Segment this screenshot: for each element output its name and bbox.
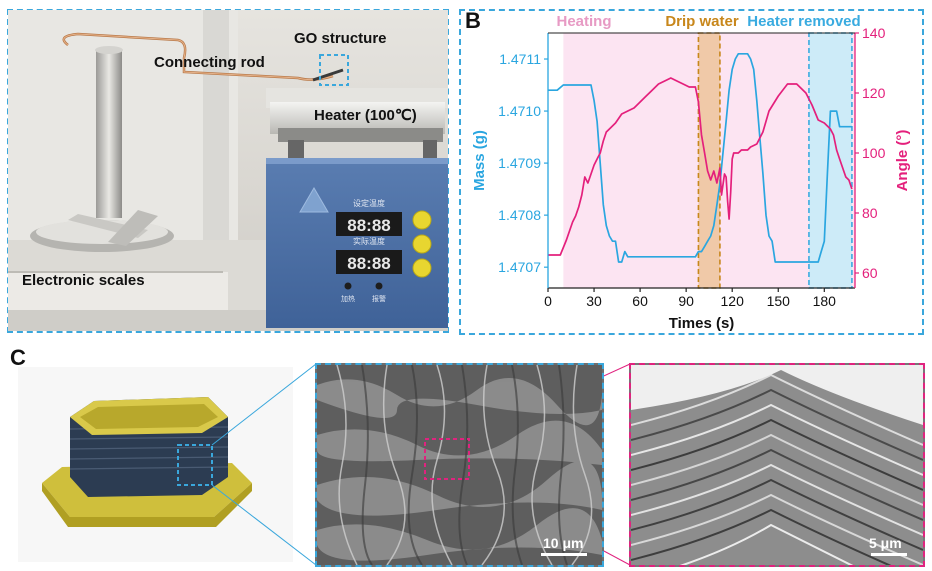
display-top: 88:88 (347, 216, 390, 235)
series-line-mass (548, 52, 852, 263)
panel-c-letter: C (10, 345, 26, 370)
zoom-box-sem (424, 438, 470, 480)
x-tick-label: 120 (721, 293, 745, 309)
scale-bar-middle: 10 μm (543, 535, 584, 551)
printed-hexagon-photo (18, 367, 293, 562)
sem-image-right: 5 μm (629, 363, 925, 567)
panel-a-photo: 88:88 88:88 设定温度 实际温度 加热 报警 GO structure… (8, 10, 448, 331)
heater-label: Heater (100℃) (314, 107, 417, 124)
connecting-rod-label: Connecting rod (154, 54, 265, 71)
y-tick-label-left: 1.4709 (498, 155, 541, 171)
y-axis-label-right: Angle (°) (894, 130, 911, 192)
heater-knob-1 (412, 210, 432, 230)
chart-regions (563, 32, 855, 289)
y-tick-label-right: 140 (862, 25, 886, 41)
y-tick-label-left: 1.4710 (498, 103, 541, 119)
x-tick-label: 150 (767, 293, 791, 309)
region-label-drip-water: Drip water (665, 13, 739, 30)
x-tick-label: 30 (586, 293, 602, 309)
y-tick-label-right: 100 (862, 145, 886, 161)
series-line-angle (548, 77, 853, 256)
panel-b-letter: B (465, 8, 481, 33)
sem-image-middle: 10 μm (315, 363, 604, 567)
y-tick-label-right: 80 (862, 205, 878, 221)
panel-b-frame (459, 9, 924, 335)
region-label-heater-removed: Heater removed (747, 13, 860, 30)
sem-texture-middle (317, 365, 602, 565)
scale-bar-right: 5 μm (869, 535, 902, 551)
x-axis-label: Times (s) (669, 315, 735, 332)
lamp-label-1: 加热 (341, 294, 355, 303)
chart-axes: 0 30 60 90 120 150 180 1.4707 1.4708 1.4709 1.4710… (498, 25, 885, 309)
region-heater-removed (808, 32, 853, 289)
x-tick-label: 180 (813, 293, 837, 309)
go-structure-box (319, 54, 349, 86)
x-tick-label: 60 (632, 293, 648, 309)
y-tick-label-left: 1.4708 (498, 207, 541, 223)
display-label-top: 设定温度 (353, 198, 385, 208)
heater-knob-2 (412, 234, 432, 254)
display-label-mid: 实际温度 (353, 236, 385, 246)
lamp-label-2: 报警 (372, 294, 386, 303)
heater-knob-3 (412, 258, 432, 278)
y-tick-label-right: 120 (862, 85, 886, 101)
region-label-heating: Heating (556, 13, 611, 30)
apparatus-illustration: 88:88 88:88 设定温度 实际温度 加热 报警 (8, 10, 448, 331)
x-tick-label: 0 (544, 293, 552, 309)
electronic-scales-label: Electronic scales (22, 272, 145, 289)
zoom-box-photo (177, 444, 213, 486)
mass-angle-chart: Heating Drip water Heater removed 0 30 60 90 1… (471, 13, 911, 332)
y-tick-label-right: 60 (862, 265, 878, 281)
go-structure-label: GO structure (294, 30, 387, 47)
y-tick-label-left: 1.4711 (499, 51, 541, 67)
display-bottom: 88:88 (347, 254, 390, 273)
sem-texture-right (631, 365, 923, 565)
region-labels: Heating Drip water Heater removed (556, 13, 860, 30)
chart-series (548, 52, 853, 263)
y-tick-label-left: 1.4707 (498, 259, 541, 275)
x-tick-label: 90 (678, 293, 694, 309)
y-axis-label-left: Mass (g) (471, 130, 488, 191)
